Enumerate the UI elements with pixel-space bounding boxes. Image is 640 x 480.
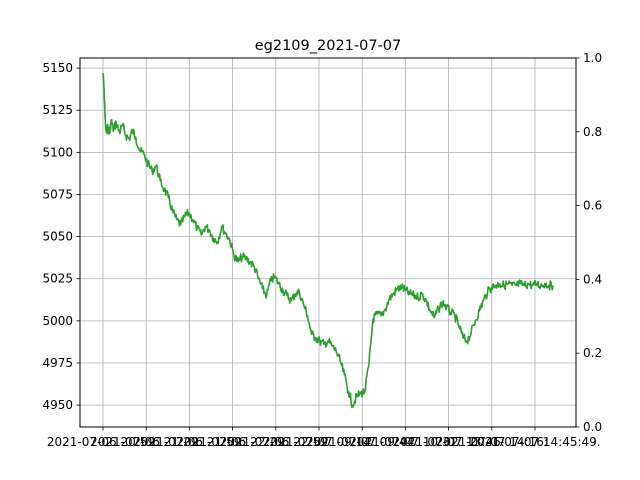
- x-tick-label: 2021-07-06 21:59:: [133, 435, 245, 449]
- y-tick-label: 4975: [42, 356, 73, 370]
- y-axis-left: 4950 4975 5000 5025 5050 5075 5100 5125 5150: [42, 61, 80, 412]
- x-axis: 2021-07-06 20:59:2021-07-06 21:29:2021-0…: [47, 427, 601, 449]
- y-tick-label: 5100: [42, 145, 73, 159]
- y-tick-label: 5025: [42, 272, 73, 286]
- y2-tick-label: 0.6: [583, 199, 602, 213]
- x-tick-label: 2021-07-06 22:59:: [220, 435, 332, 449]
- y2-tick-label: 0.2: [583, 346, 602, 360]
- x-tick-label: 2021-07-07 13:46:: [393, 435, 505, 449]
- y-tick-label: 5125: [42, 103, 73, 117]
- chart-title: eg2109_2021-07-07: [255, 38, 402, 54]
- y2-tick-label: 0.8: [583, 125, 602, 139]
- y-axis-right: 0.0 0.2 0.4 0.6 0.8 1.0: [576, 51, 602, 434]
- y-tick-label: 5150: [42, 61, 73, 75]
- x-tick-label: 2021-07-07 14:16:: [436, 435, 548, 449]
- x-tick-label: 2021-07-06 22:29:: [177, 435, 289, 449]
- series-layer: [102, 73, 554, 409]
- y-tick-label: 5050: [42, 230, 73, 244]
- x-tick-label: 2021-07-07 09:44:: [306, 435, 418, 449]
- x-tick-label: 2021-07-07 09:14:: [263, 435, 375, 449]
- series-line: [102, 73, 554, 409]
- x-tick-label: 2021-07-07 10:31:: [349, 435, 461, 449]
- plot-frame: [79, 57, 577, 428]
- grid: [80, 58, 576, 427]
- y2-tick-label: 0.0: [583, 420, 602, 434]
- y-tick-label: 5000: [42, 314, 73, 328]
- y2-tick-label: 0.4: [583, 272, 602, 286]
- x-tick-label: 2021-07-06 21:29:: [90, 435, 202, 449]
- y-tick-label: 4950: [42, 398, 73, 412]
- x-tick-label: 2021-07-07 14:45:49.: [469, 435, 600, 449]
- x-tick-label: 2021-07-06 20:59:: [47, 435, 159, 449]
- y-tick-label: 5075: [42, 187, 73, 201]
- y2-tick-label: 1.0: [583, 51, 602, 65]
